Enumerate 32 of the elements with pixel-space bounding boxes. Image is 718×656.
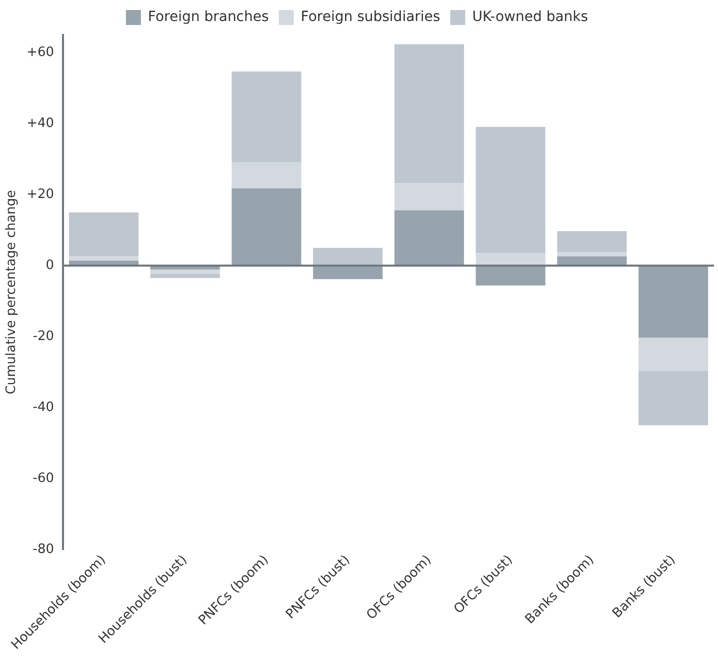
bar (476, 253, 546, 266)
bar (68, 212, 139, 256)
bar (557, 252, 627, 256)
bar (232, 72, 302, 162)
bar (68, 256, 139, 261)
bar (150, 269, 220, 274)
bar (638, 266, 708, 338)
bar (394, 210, 464, 266)
bar (638, 338, 708, 371)
bar (313, 266, 383, 280)
bar (476, 266, 546, 286)
y-tick-label: -20 (32, 328, 54, 344)
y-tick-label: -60 (32, 470, 54, 486)
bar (150, 274, 220, 278)
y-tick-label: +60 (26, 45, 54, 60)
bar (232, 188, 302, 266)
bar (313, 248, 383, 266)
bar (557, 231, 627, 252)
bar (394, 183, 464, 210)
y-tick-label: +20 (26, 187, 54, 202)
bar (476, 126, 546, 254)
y-axis-title: Cumulative percentage change (4, 190, 20, 394)
bar (638, 370, 708, 426)
y-tick-label: -40 (32, 400, 54, 415)
legend-label: Foreign branches (148, 9, 269, 26)
y-tick-label: 0 (46, 258, 54, 273)
bar (394, 44, 464, 184)
legend-label: Foreign subsidiaries (300, 9, 440, 26)
legend-label: UK-owned banks (472, 9, 588, 26)
bar (232, 162, 302, 188)
y-tick-label: +40 (26, 116, 54, 132)
y-tick-label: -80 (32, 542, 54, 557)
